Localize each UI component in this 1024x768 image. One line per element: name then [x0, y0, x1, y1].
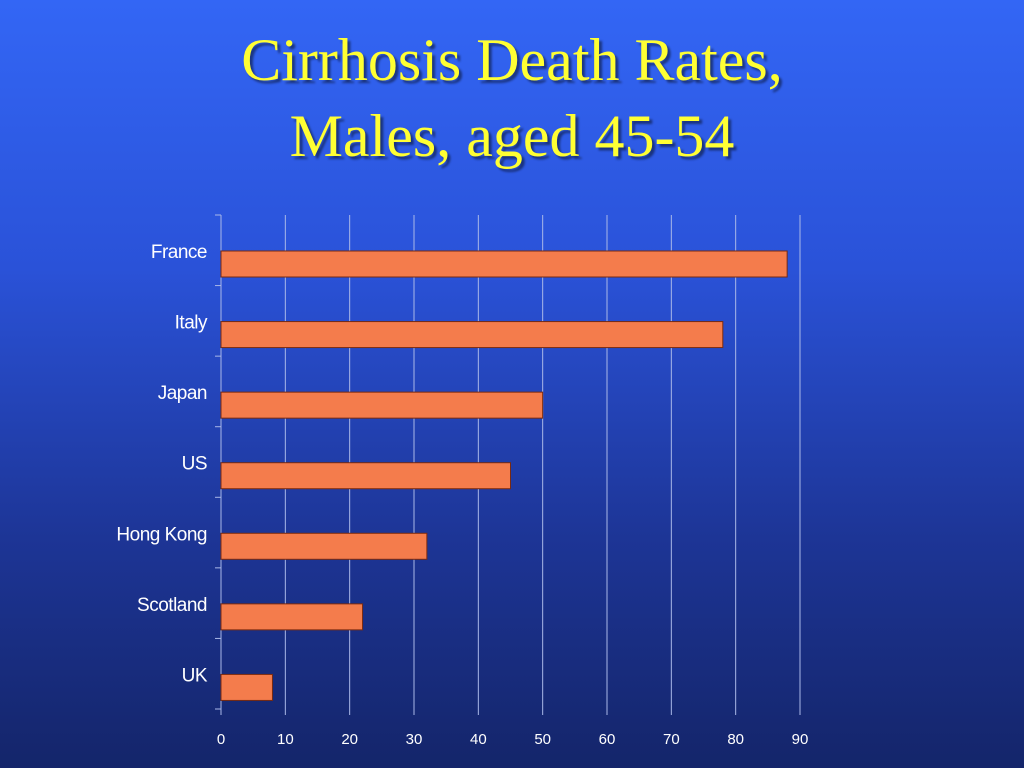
x-tick-label: 60: [599, 731, 616, 748]
x-tick-label: 80: [727, 731, 744, 748]
gridlines: [284, 215, 801, 709]
x-tick-label: 30: [406, 731, 423, 748]
x-tick-labels: 0 10 20 30 40 50 60 70 80 90: [217, 731, 809, 748]
category-labels: France Italy Japan US Hong Kong Scotland UK: [116, 242, 208, 686]
x-tick-label: 70: [663, 731, 680, 748]
bar-japan: [220, 391, 544, 419]
x-tick-label: 0: [217, 731, 225, 748]
category-label: Japan: [158, 383, 207, 404]
bar-us: [220, 462, 511, 490]
x-tick-label: 20: [341, 731, 358, 748]
category-label: UK: [182, 665, 208, 686]
slide-title: Cirrhosis Death Rates, Males, aged 45-54: [0, 22, 1024, 174]
bar-hong-kong: [220, 532, 428, 560]
category-label: US: [182, 454, 207, 475]
slide-title-line-1: Cirrhosis Death Rates,: [241, 27, 783, 93]
slide-title-line-2: Males, aged 45-54: [289, 103, 735, 169]
category-label: Scotland: [137, 595, 207, 616]
bar-uk: [220, 673, 273, 701]
x-tick-label: 40: [470, 731, 487, 748]
x-tick-label: 50: [534, 731, 551, 748]
category-label: France: [151, 242, 207, 263]
bar-italy: [220, 321, 724, 349]
bar-scotland: [220, 603, 364, 631]
bar-france: [220, 250, 788, 278]
bars: [220, 250, 788, 701]
x-tick-label: 90: [792, 731, 809, 748]
category-label: Hong Kong: [116, 524, 207, 545]
category-label: Italy: [175, 313, 208, 334]
x-tick-label: 10: [277, 731, 294, 748]
